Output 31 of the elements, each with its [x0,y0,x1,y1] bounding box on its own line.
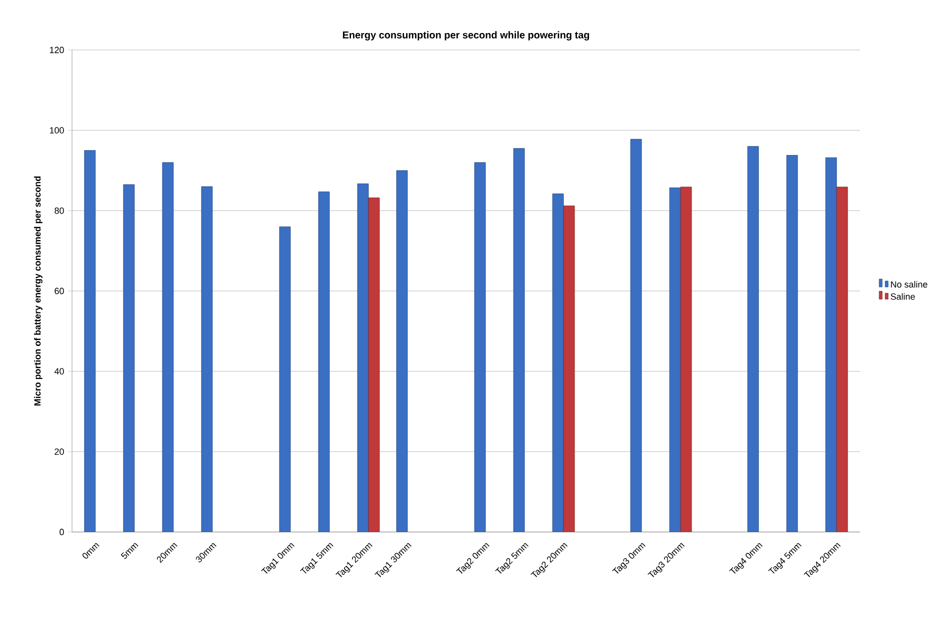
bar [201,186,213,532]
y-tick-label: 40 [54,368,64,374]
bar [162,162,174,532]
bar [396,170,408,532]
bar [368,198,380,532]
bar [357,184,369,532]
bar [279,226,291,532]
y-tick-label: 0 [60,528,64,536]
bar [84,150,96,532]
y-tick-label: 20 [54,448,64,455]
legend-label: Saline [890,293,915,300]
bar [786,155,798,532]
legend-label: No saline [891,280,928,288]
y-tick-label: 60 [54,288,64,294]
y-tick-label: 80 [54,207,64,214]
bar [630,138,642,532]
y-axis-title: Micro portion of battery energy consumed per second [34,176,42,406]
bar [747,146,759,532]
y-tick-label: 120 [50,46,64,54]
bar [836,186,848,532]
y-tick-label: 100 [50,127,64,134]
bar [552,194,564,532]
bar [825,157,837,532]
bar [123,184,135,532]
bar [318,192,330,532]
bar [563,206,575,532]
bar [680,186,692,532]
bar [669,188,681,532]
chart-title: Energy consumption per second while powering tag [342,31,590,40]
bar [513,148,525,532]
bar [474,162,486,532]
